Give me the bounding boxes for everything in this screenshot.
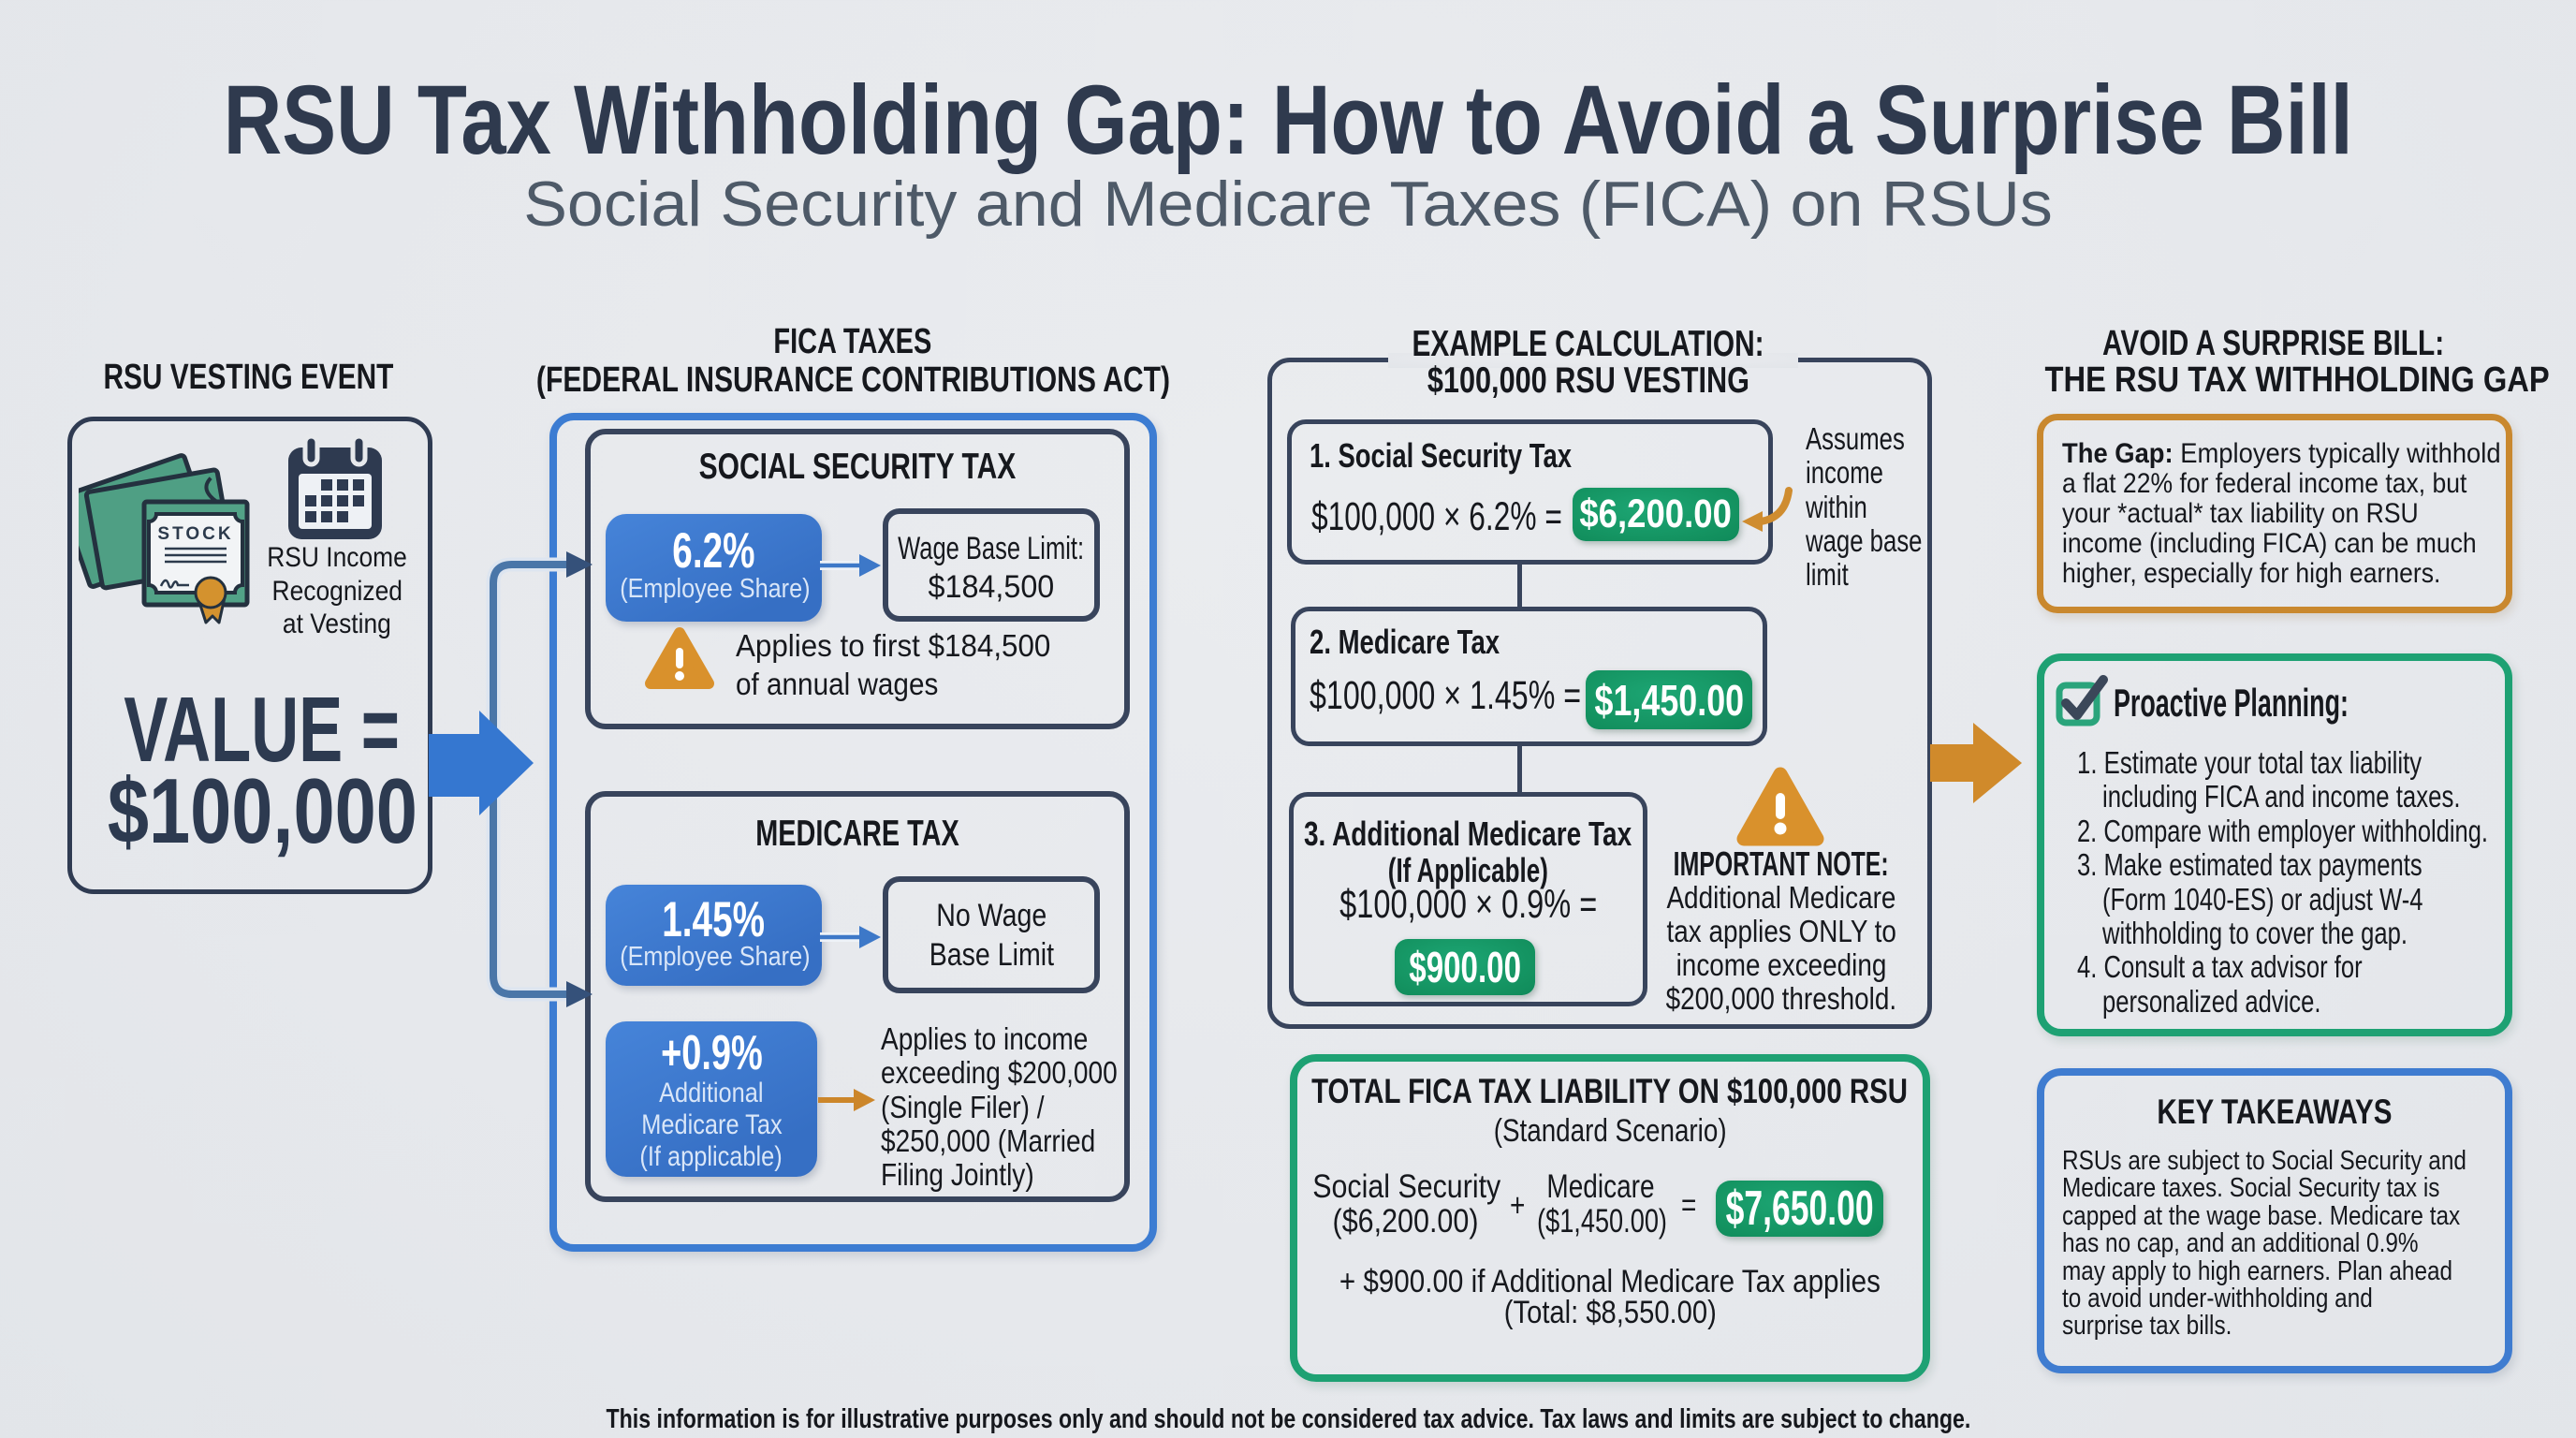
svg-text:STOCK: STOCK xyxy=(157,524,233,544)
